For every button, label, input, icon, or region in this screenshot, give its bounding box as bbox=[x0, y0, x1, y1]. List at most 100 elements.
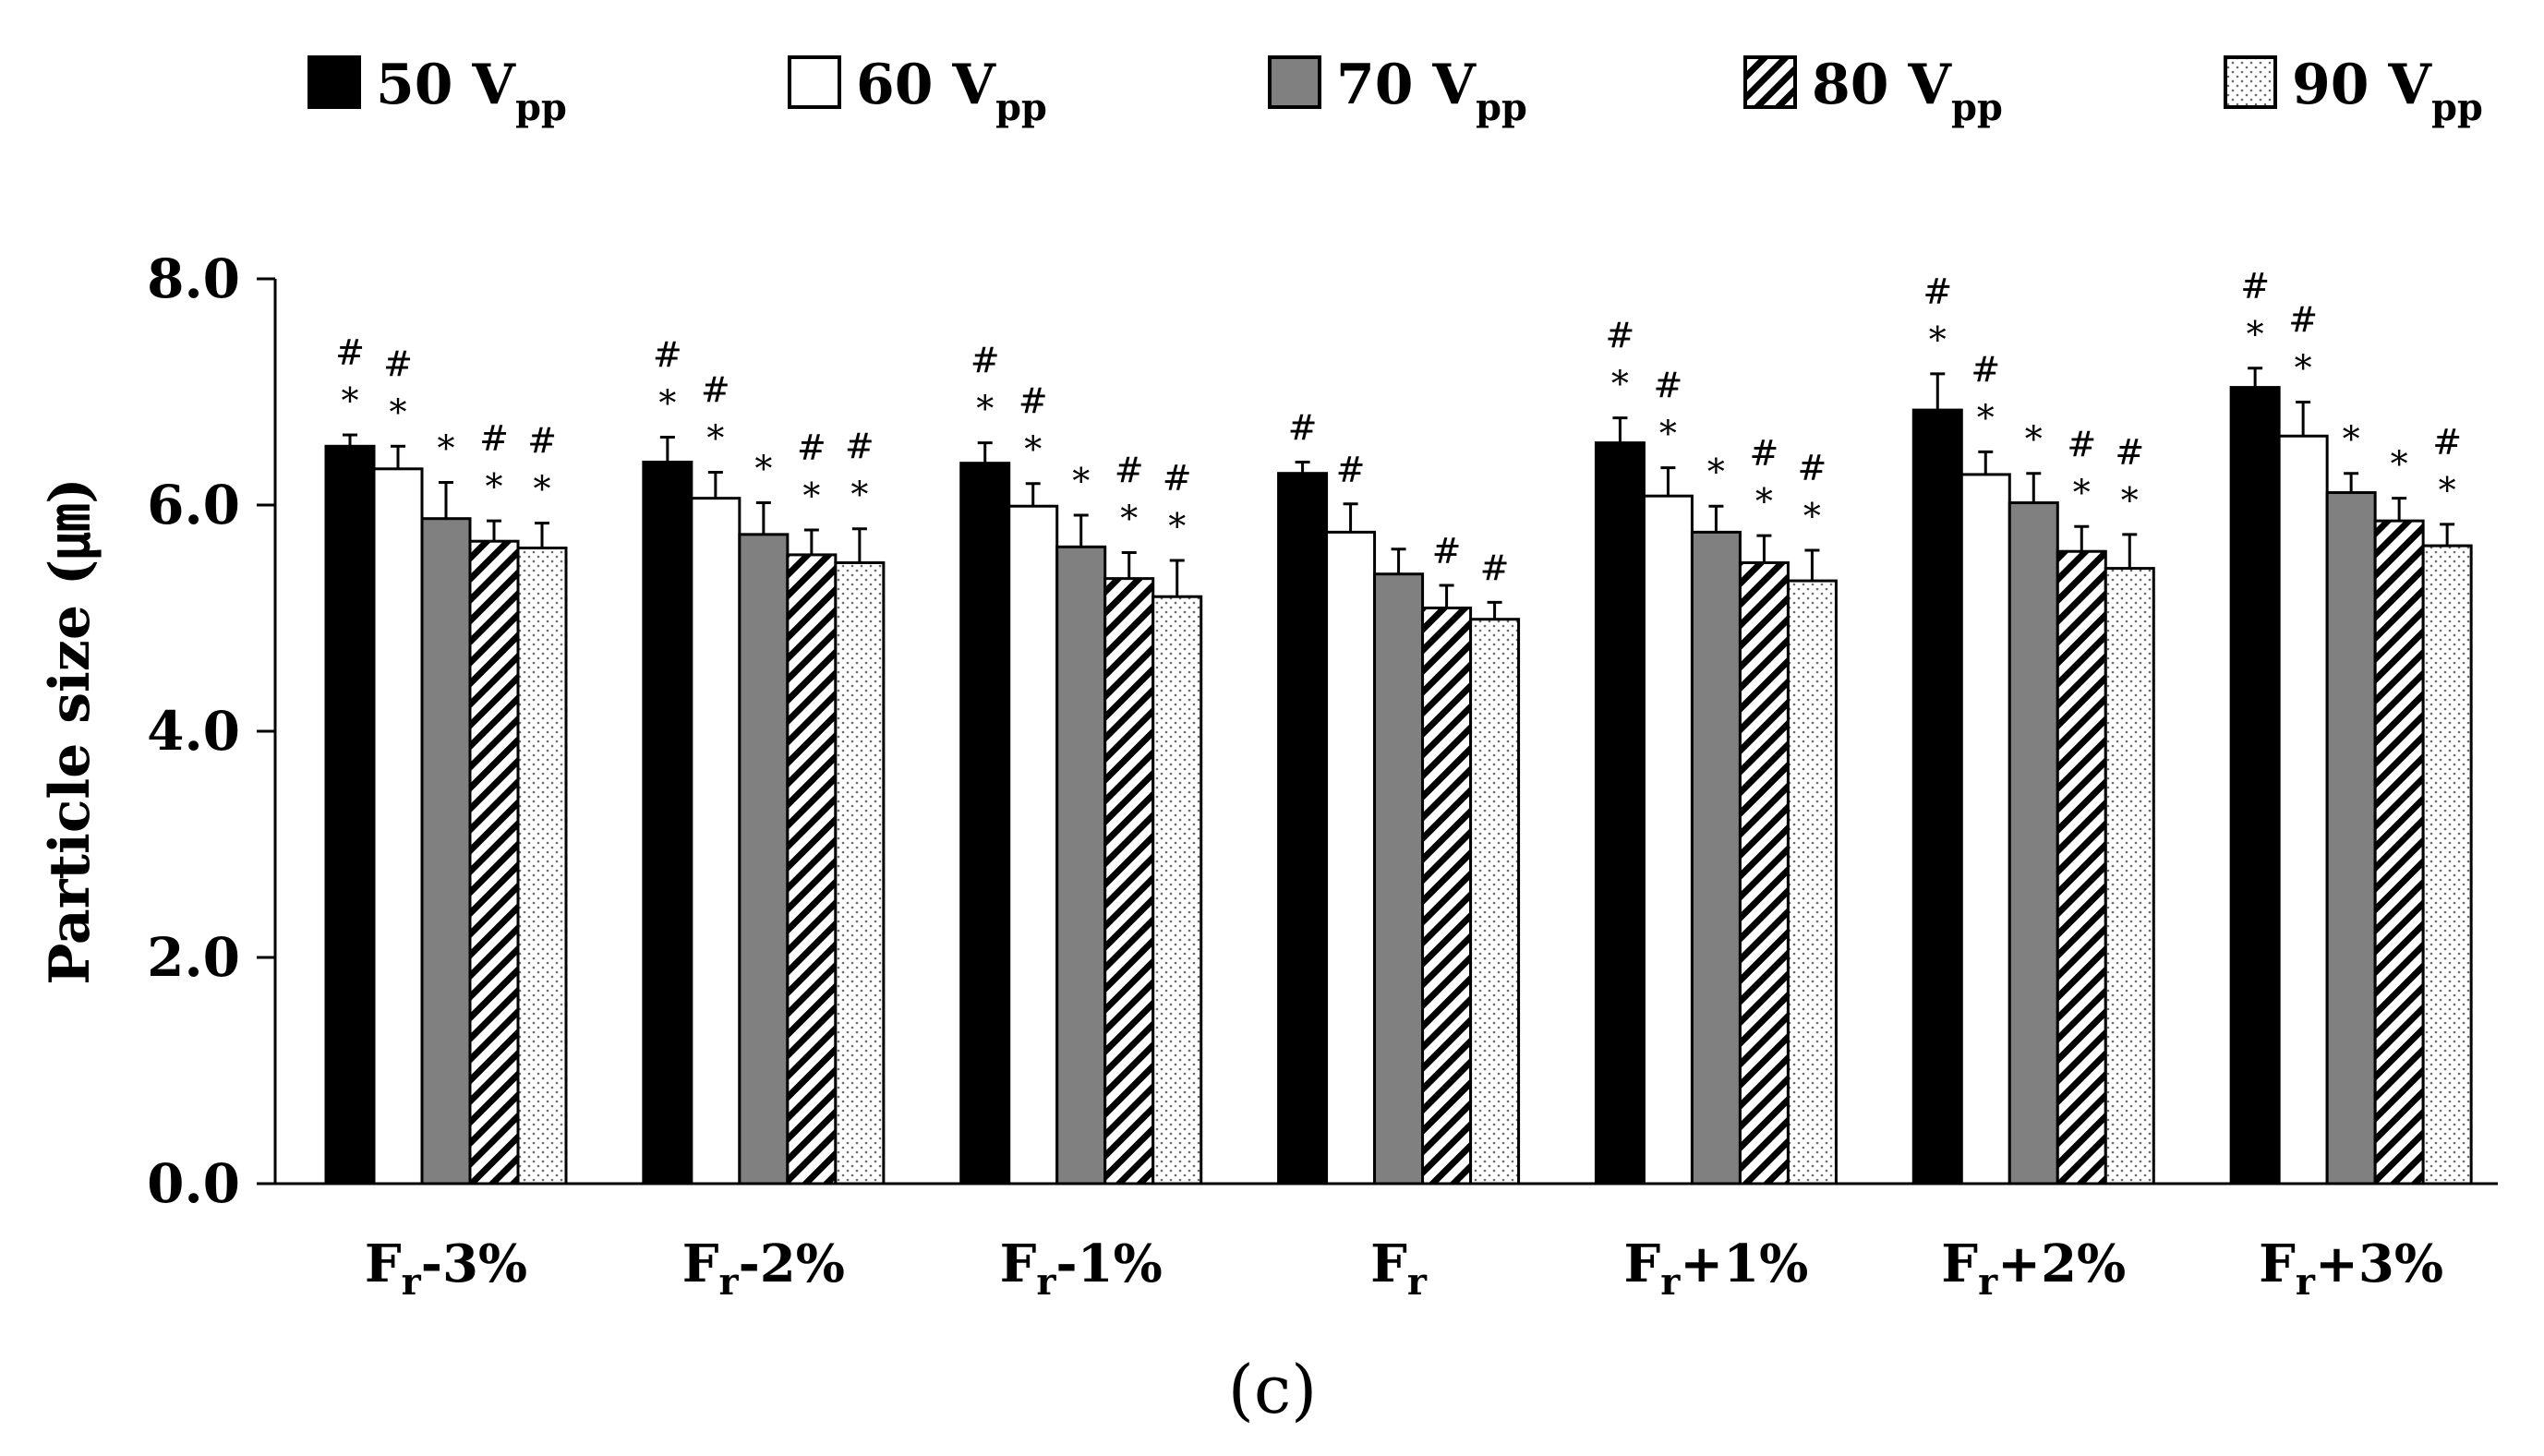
significance-mark: # bbox=[479, 418, 509, 459]
significance-mark: # bbox=[1606, 316, 1635, 356]
bar bbox=[1642, 494, 1694, 1185]
bar bbox=[959, 462, 1011, 1185]
bar bbox=[1277, 472, 1329, 1185]
significance-mark: * bbox=[1024, 429, 1042, 470]
significance-mark: # bbox=[1750, 433, 1779, 474]
significance-mark: # bbox=[2240, 266, 2270, 307]
significance-mark: # bbox=[1432, 531, 1462, 572]
bar bbox=[2325, 491, 2377, 1185]
bar bbox=[690, 497, 741, 1185]
x-tick-label: Fr-2% bbox=[682, 1233, 845, 1304]
legend-swatch bbox=[1743, 55, 1797, 109]
bar bbox=[468, 539, 520, 1185]
bar bbox=[2421, 544, 2473, 1185]
significance-mark: * bbox=[2121, 480, 2139, 521]
bar bbox=[1786, 579, 1838, 1185]
significance-mark: * bbox=[2247, 314, 2264, 355]
figure-caption: (c) bbox=[1228, 1351, 1318, 1428]
significance-mark: * bbox=[1611, 364, 1629, 404]
bar bbox=[1373, 572, 1425, 1185]
significance-mark: * bbox=[486, 466, 503, 507]
significance-mark: * bbox=[2025, 419, 2043, 460]
bars bbox=[324, 367, 2473, 1185]
bar bbox=[1007, 504, 1059, 1185]
bar bbox=[1469, 618, 1521, 1185]
significance-mark: * bbox=[1072, 461, 1090, 501]
bar bbox=[2229, 386, 2281, 1185]
x-tick-label: Fr+3% bbox=[2259, 1233, 2443, 1304]
legend: 50 Vpp 60 Vpp 70 Vpp 80 Vpp 90 Vpp bbox=[307, 53, 2483, 129]
x-tick-label: Fr bbox=[1370, 1233, 1428, 1304]
significance-mark: # bbox=[1288, 407, 1318, 448]
significance-mark: # bbox=[845, 427, 874, 467]
significance-mark: * bbox=[1929, 319, 1947, 360]
significance-mark: # bbox=[1654, 366, 1683, 406]
x-tick-label: Fr-1% bbox=[1000, 1233, 1163, 1304]
bar bbox=[2007, 501, 2059, 1185]
y-tick-label: 2.0 bbox=[147, 926, 240, 989]
x-tick-label: Fr+2% bbox=[1941, 1233, 2126, 1304]
significance-mark: # bbox=[701, 369, 730, 410]
significance-mark: * bbox=[706, 417, 724, 458]
bar bbox=[642, 460, 693, 1185]
bar bbox=[1594, 441, 1646, 1185]
bar bbox=[1103, 577, 1155, 1185]
significance-mark: # bbox=[527, 421, 557, 462]
significance-mark: # bbox=[383, 343, 413, 384]
significance-mark: * bbox=[2295, 348, 2312, 389]
y-tick-label: 8.0 bbox=[147, 247, 240, 310]
legend-swatch bbox=[307, 55, 361, 109]
significance-mark: * bbox=[1707, 451, 1725, 492]
significance-mark: # bbox=[2288, 300, 2318, 341]
significance-mark: * bbox=[850, 475, 868, 515]
legend-swatch bbox=[1268, 55, 1321, 109]
bar bbox=[2104, 567, 2155, 1185]
significance-mark: # bbox=[653, 335, 682, 376]
y-axis-label: Particle size (㎛) bbox=[38, 477, 102, 984]
bar bbox=[1151, 595, 1203, 1185]
bar bbox=[1055, 545, 1107, 1185]
legend-label: 80 Vpp bbox=[1812, 53, 2003, 129]
bar bbox=[1690, 530, 1742, 1185]
significance-mark: # bbox=[1923, 271, 1952, 312]
significance-mark: # bbox=[1019, 381, 1048, 422]
bar bbox=[1421, 606, 1473, 1185]
significance-mark: * bbox=[2073, 472, 2091, 512]
significance-mark: * bbox=[534, 469, 551, 510]
significance-mark: * bbox=[342, 380, 359, 421]
significance-mark: # bbox=[1163, 458, 1192, 499]
significance-mark: * bbox=[2343, 419, 2360, 460]
x-tick-label: Fr+1% bbox=[1623, 1233, 1808, 1304]
significance-mark: * bbox=[802, 475, 820, 516]
bar bbox=[786, 553, 838, 1185]
significance-mark: # bbox=[797, 427, 826, 468]
significance-mark: * bbox=[1803, 496, 1821, 536]
significance-mark: * bbox=[1659, 414, 1677, 454]
bar bbox=[1911, 408, 1963, 1185]
legend-label: 50 Vpp bbox=[376, 53, 567, 129]
legend-swatch bbox=[2224, 55, 2277, 109]
bar bbox=[420, 517, 472, 1185]
significance-mark: * bbox=[658, 383, 676, 424]
significance-mark: # bbox=[1971, 349, 2000, 390]
significance-mark: * bbox=[1168, 506, 1186, 547]
significance-mark: # bbox=[1336, 450, 1366, 490]
significance-mark: * bbox=[1755, 481, 1773, 522]
significance-mark: # bbox=[1798, 448, 1827, 488]
bar bbox=[834, 560, 886, 1185]
y-tick-label: 0.0 bbox=[147, 1152, 240, 1215]
legend-label: 60 Vpp bbox=[856, 53, 1047, 129]
legend-label: 90 Vpp bbox=[2292, 53, 2483, 129]
significance-mark: # bbox=[1480, 548, 1510, 588]
significance-mark: # bbox=[2115, 432, 2144, 473]
bar bbox=[324, 444, 376, 1185]
significance-mark: * bbox=[1977, 397, 1995, 438]
significance-mark: * bbox=[976, 389, 994, 429]
bar bbox=[516, 547, 568, 1185]
bar bbox=[2277, 434, 2329, 1185]
y-tick-label: 6.0 bbox=[147, 474, 240, 536]
significance-mark: * bbox=[390, 391, 407, 432]
bar bbox=[372, 467, 424, 1185]
significance-mark: # bbox=[2067, 424, 2096, 464]
significance-mark: * bbox=[438, 428, 455, 469]
